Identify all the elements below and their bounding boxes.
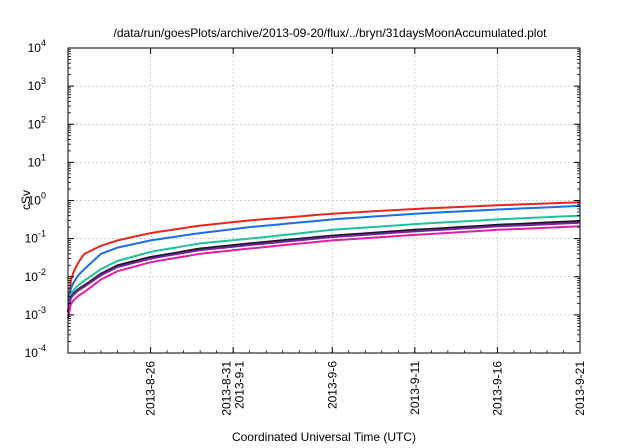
y-tick-label: 10-2: [25, 267, 46, 284]
x-tick-label: 2013-9-21: [573, 361, 587, 416]
chart-title: /data/run/goesPlots/archive/2013-09-20/f…: [114, 26, 548, 40]
x-axis-label: Coordinated Universal Time (UTC): [232, 430, 416, 444]
y-tick-label: 10-1: [25, 229, 46, 246]
y-axis-label: cSv: [19, 190, 33, 210]
y-tick-label: 101: [28, 152, 46, 169]
x-tick-label: 2013-9-6: [325, 361, 339, 409]
series-line: [67, 220, 581, 313]
x-axis-tick-labels: 2013-8-26 2013-8-31 2013-9-1 2013-9-6 2013-9…: [144, 361, 587, 416]
x-tick-label: 2013-8-26: [144, 361, 158, 416]
series-lines: [67, 201, 581, 319]
y-tick-label: 100: [28, 191, 46, 208]
y-tick-label: 104: [28, 38, 46, 55]
series-line: [67, 225, 581, 319]
x-tick-label: 2013-9-11: [408, 361, 422, 415]
y-tick-label: 10-4: [25, 343, 46, 360]
grid: [68, 48, 580, 353]
series-line: [67, 221, 581, 313]
x-tick-label: 2013-8-31: [220, 361, 234, 416]
series-line: [67, 214, 581, 313]
y-tick-label: 103: [28, 76, 46, 93]
x-tick-label: 2013-9-1: [233, 361, 247, 409]
y-tick-label: 102: [28, 114, 46, 131]
y-tick-label: 10-3: [25, 305, 46, 322]
series-line: [67, 204, 581, 313]
y-axis-tick-labels: 10-4 10-3 10-2 10-1 100 101 102 103 104: [25, 38, 46, 360]
series-line: [67, 201, 581, 312]
axis-ticks: [67, 47, 581, 354]
x-tick-label: 2013-9-16: [490, 361, 504, 416]
